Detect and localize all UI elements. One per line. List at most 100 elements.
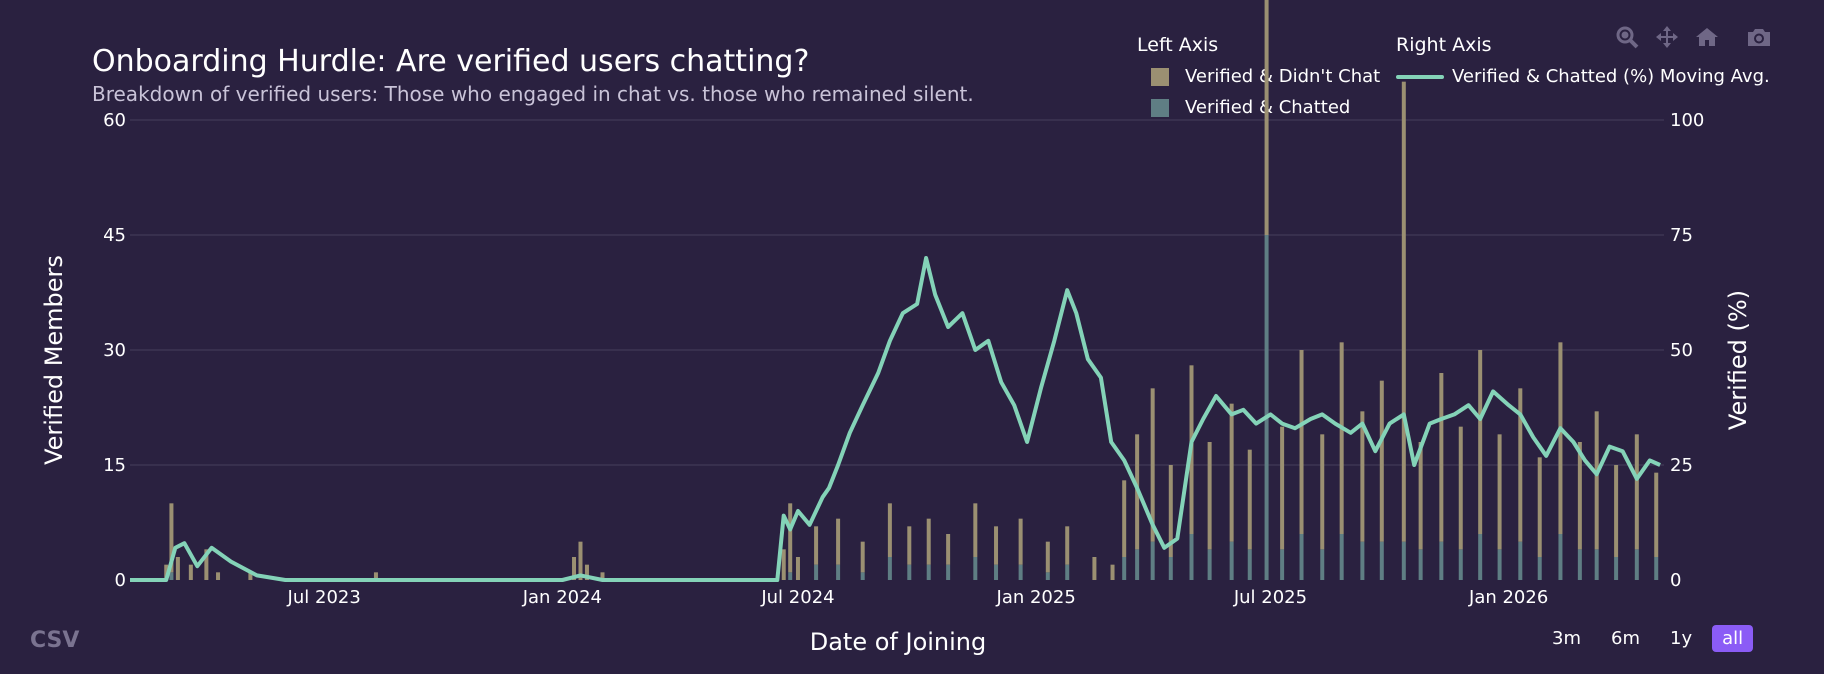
bar-didnt-chat bbox=[926, 518, 931, 565]
y-tick-label: 0 bbox=[115, 570, 126, 591]
legend-label-didnt-chat: Verified & Didn't Chat bbox=[1185, 66, 1381, 87]
bar-chatted bbox=[1594, 549, 1599, 580]
x-tick-label: Jul 2023 bbox=[287, 587, 361, 608]
legend-swatch-moving-avg bbox=[1396, 74, 1444, 79]
bar-chatted bbox=[1418, 549, 1423, 580]
x-tick-label: Jan 2026 bbox=[1468, 587, 1548, 608]
bar-chatted bbox=[1207, 549, 1212, 580]
bar-didnt-chat bbox=[1537, 457, 1542, 557]
bar-chatted bbox=[1122, 557, 1127, 580]
bars-layer bbox=[164, 0, 1659, 580]
bar-chatted bbox=[1189, 534, 1194, 580]
bar-didnt-chat bbox=[1518, 388, 1523, 542]
bar-chatted bbox=[860, 572, 865, 580]
bar-chatted bbox=[1614, 557, 1619, 580]
bar-didnt-chat bbox=[907, 526, 912, 565]
pan-icon[interactable] bbox=[1654, 24, 1680, 50]
bar-didnt-chat bbox=[887, 503, 892, 557]
bar-didnt-chat bbox=[216, 572, 221, 580]
y-tick-label: 30 bbox=[103, 340, 126, 361]
bar-chatted bbox=[1168, 557, 1173, 580]
bar-didnt-chat bbox=[1247, 449, 1252, 550]
bar-chatted bbox=[973, 557, 978, 580]
bar-didnt-chat bbox=[1280, 426, 1285, 550]
bar-didnt-chat bbox=[1478, 350, 1483, 534]
bar-chatted bbox=[1299, 534, 1304, 580]
range-1y-button[interactable]: 1y bbox=[1670, 628, 1693, 649]
legend-left-axis-heading: Left Axis bbox=[1137, 34, 1219, 56]
bar-chatted bbox=[814, 564, 819, 580]
bar-didnt-chat bbox=[1065, 526, 1070, 565]
y-axis-title: Verified Members bbox=[40, 255, 68, 465]
camera-icon[interactable] bbox=[1746, 24, 1772, 50]
chart-modebar bbox=[1614, 24, 1772, 50]
bar-chatted bbox=[1065, 564, 1070, 580]
bar-didnt-chat bbox=[973, 503, 978, 557]
bar-chatted bbox=[1401, 541, 1406, 580]
range-all-button[interactable]: all bbox=[1712, 625, 1754, 652]
bar-chatted bbox=[1229, 541, 1234, 580]
bar-didnt-chat bbox=[860, 541, 865, 573]
bar-didnt-chat bbox=[1379, 380, 1384, 542]
home-icon[interactable] bbox=[1694, 24, 1720, 50]
bar-didnt-chat bbox=[572, 557, 577, 580]
x-tick-label: Jul 2025 bbox=[1233, 587, 1307, 608]
y2-tick-label: 100 bbox=[1670, 110, 1704, 131]
bar-chatted bbox=[1264, 235, 1269, 580]
bar-chatted bbox=[1045, 572, 1050, 580]
bar-chatted bbox=[1339, 534, 1344, 580]
bar-didnt-chat bbox=[584, 564, 589, 580]
bar-chatted bbox=[994, 564, 999, 580]
legend-swatch-didnt-chat bbox=[1151, 67, 1169, 86]
bar-chatted bbox=[946, 564, 951, 580]
bar-didnt-chat bbox=[1110, 564, 1115, 580]
bar-didnt-chat bbox=[1614, 465, 1619, 557]
bar-chatted bbox=[1478, 534, 1483, 580]
bar-chatted bbox=[1537, 557, 1542, 580]
bar-didnt-chat bbox=[373, 572, 378, 580]
bar-didnt-chat bbox=[1558, 342, 1563, 534]
y2-tick-label: 75 bbox=[1670, 225, 1693, 246]
bar-didnt-chat bbox=[1299, 350, 1304, 534]
bar-didnt-chat bbox=[1497, 434, 1502, 550]
bar-didnt-chat bbox=[164, 564, 169, 580]
bar-didnt-chat bbox=[1458, 426, 1463, 550]
bar-chatted bbox=[1360, 541, 1365, 580]
bar-didnt-chat bbox=[1320, 434, 1325, 550]
bar-chatted bbox=[1458, 549, 1463, 580]
zoom-icon[interactable] bbox=[1614, 24, 1640, 50]
x-tick-label: Jan 2024 bbox=[522, 587, 602, 608]
legend-item-moving-avg[interactable]: Verified & Chatted (%) Moving Avg. bbox=[1396, 66, 1770, 87]
bar-didnt-chat bbox=[946, 534, 951, 565]
y-tick-label: 45 bbox=[103, 225, 126, 246]
bar-chatted bbox=[1439, 541, 1444, 580]
y-tick-label: 15 bbox=[103, 455, 126, 476]
bar-didnt-chat bbox=[1634, 434, 1639, 550]
bar-chatted bbox=[1135, 549, 1140, 580]
range-3m-button[interactable]: 3m bbox=[1552, 628, 1581, 649]
bar-didnt-chat bbox=[1092, 557, 1097, 580]
bar-didnt-chat bbox=[795, 557, 800, 580]
bar-chatted bbox=[887, 557, 892, 580]
bar-didnt-chat bbox=[169, 503, 174, 573]
bar-didnt-chat bbox=[1122, 480, 1127, 557]
range-6m-button[interactable]: 6m bbox=[1611, 628, 1640, 649]
bar-chatted bbox=[1634, 549, 1639, 580]
legend-right-axis-heading: Right Axis bbox=[1396, 34, 1492, 56]
bar-didnt-chat bbox=[1150, 388, 1155, 542]
csv-export-button[interactable]: CSV bbox=[30, 628, 80, 653]
bar-didnt-chat bbox=[1264, 0, 1269, 235]
chart-title: Onboarding Hurdle: Are verified users ch… bbox=[92, 44, 810, 79]
bar-chatted bbox=[169, 572, 174, 580]
bar-didnt-chat bbox=[781, 549, 786, 580]
bar-chatted bbox=[1150, 541, 1155, 580]
bar-didnt-chat bbox=[1418, 442, 1423, 550]
bar-didnt-chat bbox=[1360, 411, 1365, 542]
y2-tick-label: 50 bbox=[1670, 340, 1693, 361]
legend-item-didnt-chat[interactable]: Verified & Didn't Chat bbox=[1151, 66, 1380, 87]
bar-didnt-chat bbox=[1168, 465, 1173, 557]
bar-didnt-chat bbox=[600, 572, 605, 580]
bar-didnt-chat bbox=[1045, 541, 1050, 573]
bar-didnt-chat bbox=[788, 503, 793, 573]
